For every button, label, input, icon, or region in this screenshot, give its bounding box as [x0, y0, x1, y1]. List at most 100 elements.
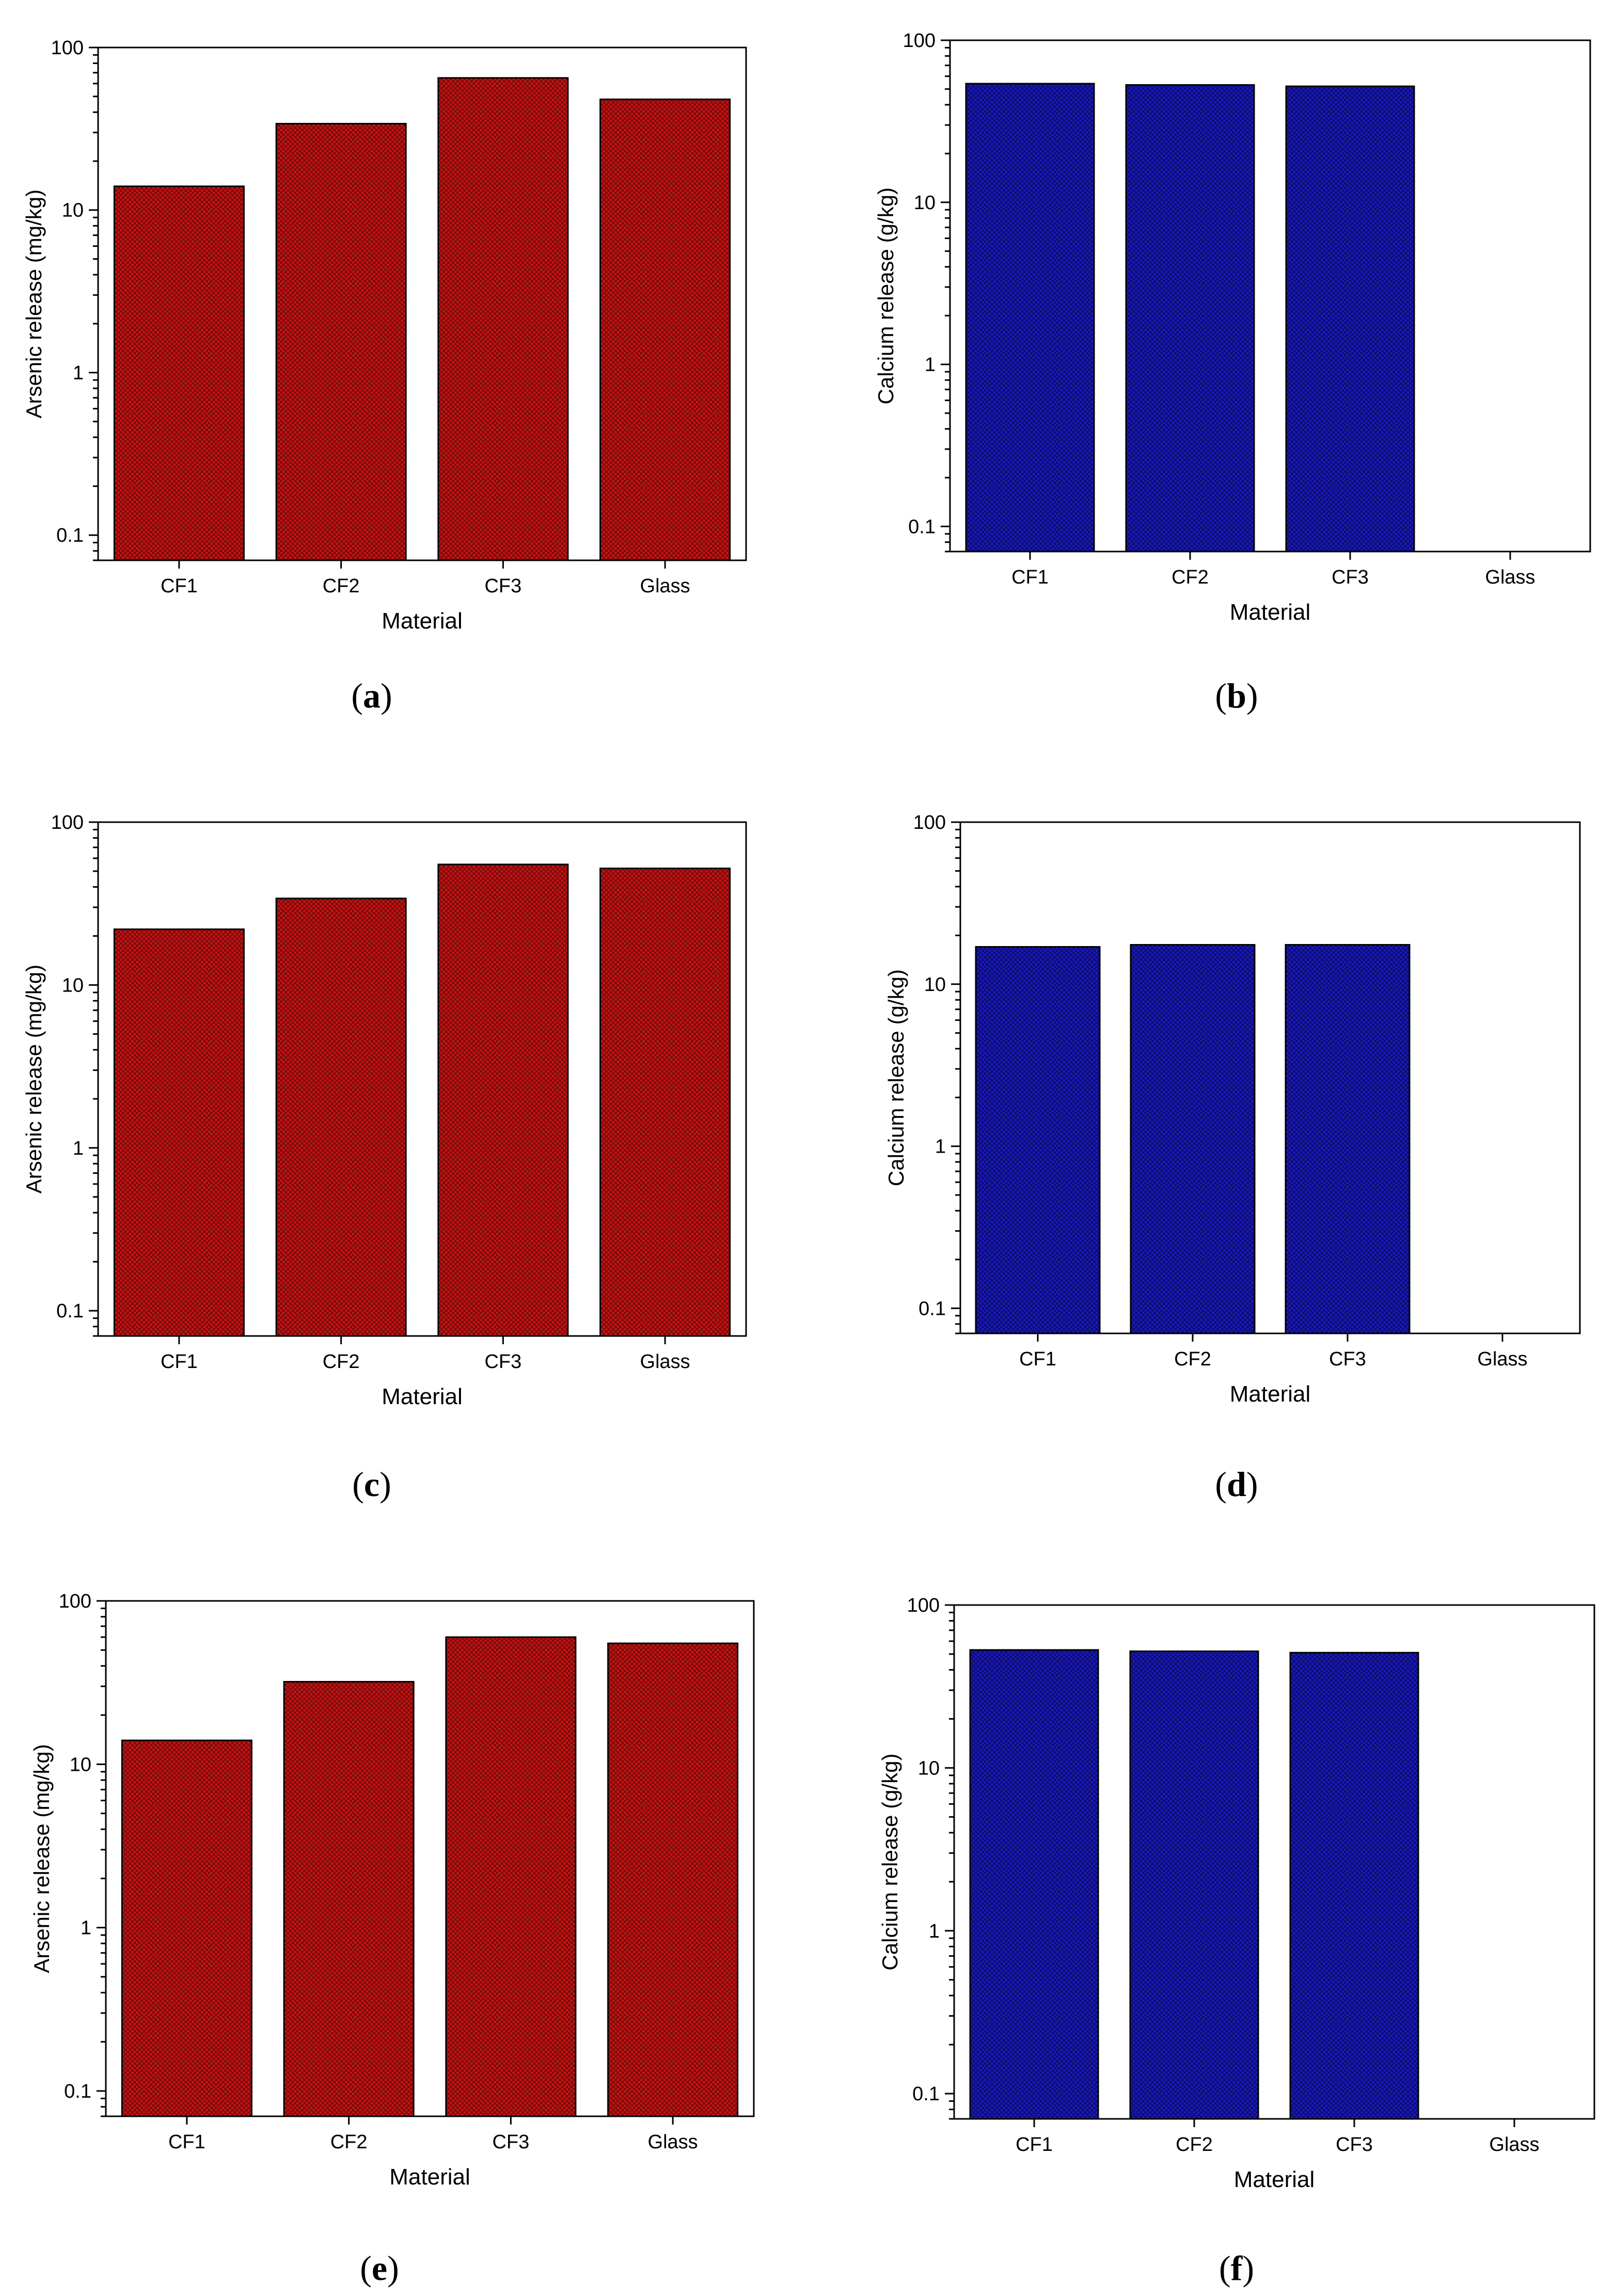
panel-e-ytick-label: 0.1	[64, 2081, 91, 2102]
panel-b-xlabel: Material	[1230, 600, 1311, 625]
panel-f-bar-cf1	[969, 1649, 1099, 2120]
panel-a-xtick-label-cf2: CF2	[323, 575, 360, 597]
panel-c-caption-letter: c	[364, 1465, 379, 1504]
panel-f-xtick-label-cf1: CF1	[1016, 2134, 1053, 2156]
panel-d-bar-cf1	[975, 946, 1101, 1334]
panel-b-bar-cf1	[965, 83, 1095, 553]
panel-a-ytick-label: 1	[73, 362, 84, 384]
panel-f-bar-cf2	[1129, 1650, 1259, 2120]
panel-c-ytick-label: 10	[62, 974, 84, 996]
panel-d-xtick-label-cf3: CF3	[1329, 1348, 1366, 1370]
panel-e-xtick-label-cf1: CF1	[168, 2131, 205, 2153]
panel-c-ytick-label: 1	[73, 1138, 84, 1159]
panel-b-caption-letter: b	[1227, 676, 1246, 715]
panel-f-xtick-label-cf3: CF3	[1336, 2134, 1373, 2156]
panel-a-bar-cf3	[437, 77, 569, 561]
panel-a-caption: (a)	[351, 676, 392, 715]
panel-a-xtick-label-glass: Glass	[640, 575, 690, 597]
panel-e-caption: (e)	[360, 2248, 399, 2288]
panel-a-ylabel: Arsenic release (mg/kg)	[22, 190, 46, 418]
panel-f-plot-frame	[953, 1604, 1595, 2120]
panel-b-ytick-label: 10	[914, 192, 936, 214]
panel-c: 0.1 1 10 100 CF1 CF2 CF3 Glass Material Arsenic r…	[22, 812, 747, 1504]
panel-e-xlabel: Material	[389, 2164, 470, 2190]
panel-e-bar-glass	[607, 1642, 739, 2117]
panel-a-bar-cf1	[113, 185, 245, 561]
panel-b-xtick-label-cf1: CF1	[1011, 567, 1049, 588]
panel-a: 0.1 1 10 100 CF1 CF2 CF3 Glass Material Arsenic r…	[22, 37, 747, 715]
panel-a-ytick-label: 100	[51, 37, 84, 59]
panel-b-ytick-label: 0.1	[908, 516, 936, 538]
panel-f-xtick-label-cf2: CF2	[1176, 2134, 1213, 2156]
panel-d-xtick-label-glass: Glass	[1477, 1348, 1527, 1370]
panel-b-xtick-label-glass: Glass	[1485, 567, 1535, 588]
panel-e-plot-frame	[105, 1600, 755, 2117]
panel-e-xtick-label-cf2: CF2	[330, 2131, 368, 2153]
panel-c-bar-glass	[599, 868, 731, 1337]
panel-a-ytick-label: 0.1	[56, 525, 84, 546]
panel-c-xtick-label-cf1: CF1	[161, 1351, 198, 1373]
panel-c-ytick-label: 0.1	[56, 1300, 84, 1322]
panel-b: 0.1 1 10 100 CF1 CF2 CF3 Glass Material Calcium r…	[874, 30, 1591, 715]
panel-e-bar-cf2	[283, 1681, 415, 2117]
panel-b-bar-cf2	[1125, 84, 1255, 553]
panel-e-ytick-label: 1	[81, 1917, 91, 1939]
panel-d-xtick-label-cf2: CF2	[1174, 1348, 1211, 1370]
panel-b-xtick-label-cf2: CF2	[1171, 567, 1209, 588]
panel-c-ytick-label: 100	[51, 812, 84, 834]
panel-e: 0.1 1 10 100 CF1 CF2 CF3 Glass Material Arsenic r…	[29, 1591, 755, 2288]
panel-c-bar-cf3	[437, 863, 569, 1337]
panel-e-xtick-label-cf3: CF3	[492, 2131, 529, 2153]
panel-f-ylabel: Calcium release (g/kg)	[878, 1753, 902, 1970]
panel-e-bar-cf3	[445, 1636, 577, 2117]
panel-d-ytick-label: 100	[913, 812, 946, 834]
panel-b-ylabel: Calcium release (g/kg)	[874, 187, 898, 404]
panel-d-xtick-label-cf1: CF1	[1019, 1348, 1056, 1370]
panel-b-xtick-label-cf3: CF3	[1332, 567, 1369, 588]
panel-a-xtick-label-cf1: CF1	[161, 575, 198, 597]
panel-d: 0.1 1 10 100 CF1 CF2 CF3 Glass Material Calcium r…	[884, 812, 1581, 1504]
panel-a-caption-letter: a	[363, 676, 381, 715]
panel-f: 0.1 1 10 100 CF1 CF2 CF3 Glass Material Calcium r…	[878, 1595, 1595, 2288]
panel-c-xlabel: Material	[382, 1384, 463, 1409]
panel-f-caption: (f)	[1219, 2248, 1254, 2288]
panel-c-ylabel: Arsenic release (mg/kg)	[22, 965, 46, 1193]
panel-a-bar-glass	[599, 98, 731, 561]
panel-b-ytick-label: 1	[925, 354, 936, 376]
panel-d-caption-letter: d	[1227, 1465, 1246, 1504]
panel-f-ytick-label: 0.1	[912, 2083, 940, 2105]
panel-d-caption: (d)	[1215, 1465, 1258, 1504]
panel-a-ytick-label: 10	[62, 200, 84, 222]
panel-d-bar-cf2	[1130, 944, 1256, 1334]
panel-d-xlabel: Material	[1230, 1381, 1311, 1407]
panel-e-ylabel: Arsenic release (mg/kg)	[29, 1744, 54, 1973]
panel-c-xtick-label-glass: Glass	[640, 1351, 690, 1373]
panels-layer: 0.1 1 10 100 CF1 CF2 CF3 Glass Material Arsenic r…	[22, 30, 1595, 2288]
panel-b-caption: (b)	[1215, 676, 1258, 715]
panel-e-caption-letter: e	[372, 2248, 387, 2288]
panel-f-bar-cf3	[1289, 1652, 1419, 2120]
panel-a-plot-frame	[97, 46, 747, 561]
panel-e-bar-cf1	[121, 1739, 252, 2117]
panel-f-ytick-label: 1	[929, 1921, 940, 1942]
panel-c-bar-cf2	[275, 898, 407, 1337]
panel-f-xtick-label-glass: Glass	[1489, 2134, 1539, 2156]
panel-a-xlabel: Material	[382, 608, 463, 634]
panel-d-ytick-label: 1	[935, 1136, 946, 1158]
panel-e-ytick-label: 10	[70, 1754, 91, 1775]
panel-c-bar-cf1	[113, 928, 245, 1337]
panel-d-plot-frame	[959, 821, 1581, 1334]
panel-d-ytick-label: 0.1	[919, 1298, 946, 1319]
panel-c-xtick-label-cf2: CF2	[323, 1351, 360, 1373]
panel-d-bar-cf3	[1285, 944, 1411, 1334]
panel-e-ytick-label: 100	[59, 1591, 91, 1612]
panel-f-ytick-label: 100	[907, 1595, 940, 1616]
panel-f-caption-letter: f	[1231, 2248, 1243, 2288]
panel-f-xlabel: Material	[1234, 2167, 1315, 2192]
panel-b-plot-frame	[949, 39, 1591, 553]
panel-c-plot-frame	[97, 821, 747, 1337]
panel-e-xtick-label-glass: Glass	[648, 2131, 698, 2153]
panel-b-ytick-label: 100	[903, 30, 936, 52]
